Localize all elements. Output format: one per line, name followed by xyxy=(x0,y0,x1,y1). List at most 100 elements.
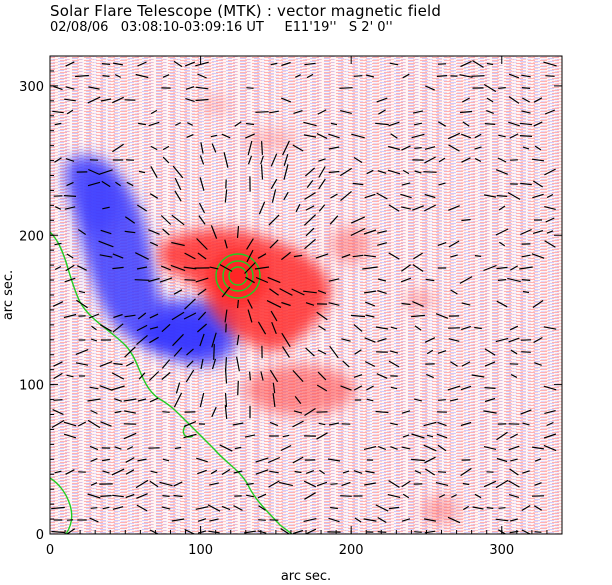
sunspot-contour-outer xyxy=(215,253,261,299)
field-vector xyxy=(272,382,276,394)
field-vector xyxy=(328,278,340,282)
field-vector xyxy=(496,457,508,463)
field-vector xyxy=(304,62,316,66)
field-vector xyxy=(450,289,458,295)
field-vector xyxy=(136,204,148,212)
field-vector xyxy=(414,531,422,533)
field-vector xyxy=(305,470,315,474)
field-vector xyxy=(498,241,506,247)
field-vector xyxy=(185,86,195,90)
field-vector xyxy=(159,481,173,487)
field-vector xyxy=(495,518,509,522)
y-tick-label: 0 xyxy=(36,528,44,543)
field-vector xyxy=(377,338,387,342)
field-vector xyxy=(269,110,279,114)
field-vector xyxy=(424,146,436,150)
field-vector xyxy=(317,290,327,294)
field-vector xyxy=(378,109,386,115)
field-vector xyxy=(509,468,519,476)
field-vector xyxy=(224,309,228,323)
field-vector xyxy=(54,157,62,163)
field-vector xyxy=(53,361,63,367)
field-vector xyxy=(99,169,113,175)
field-vector xyxy=(438,399,446,401)
field-vector xyxy=(292,420,304,428)
field-vector xyxy=(197,288,207,296)
field-vector xyxy=(423,171,437,173)
field-vector xyxy=(483,410,497,414)
field-vector xyxy=(52,301,64,307)
field-vector xyxy=(87,493,101,499)
field-vector xyxy=(211,143,217,153)
field-vector xyxy=(377,278,387,282)
field-vector xyxy=(52,409,64,415)
field-vector xyxy=(484,123,496,125)
field-vector xyxy=(293,410,303,414)
field-vector xyxy=(162,411,170,413)
field-vector xyxy=(114,410,122,414)
field-vector xyxy=(53,399,63,401)
field-vector xyxy=(124,314,136,318)
field-vector xyxy=(401,182,411,186)
field-vector xyxy=(113,313,123,319)
field-vector xyxy=(390,422,398,426)
field-vector xyxy=(508,121,520,127)
field-vector xyxy=(510,518,518,522)
field-vector xyxy=(149,397,159,403)
field-vector xyxy=(102,458,110,462)
field-vector xyxy=(149,193,159,199)
field-vector xyxy=(521,279,531,281)
field-vector xyxy=(544,168,556,176)
field-vector xyxy=(280,97,292,103)
field-vector xyxy=(484,361,496,367)
field-vector xyxy=(483,264,497,272)
field-vector xyxy=(507,277,521,283)
field-vector xyxy=(137,61,147,67)
field-vector xyxy=(136,324,148,332)
field-vector xyxy=(364,482,376,486)
field-vector xyxy=(270,178,278,190)
y-axis-label: arc sec. xyxy=(1,270,16,320)
field-vector xyxy=(377,531,387,533)
field-vector xyxy=(135,479,149,489)
field-vector xyxy=(534,362,542,366)
field-vector xyxy=(411,133,425,139)
field-vector xyxy=(543,61,557,67)
field-vector xyxy=(438,182,446,186)
field-vector xyxy=(281,251,291,261)
small-contour-loop xyxy=(182,424,194,438)
field-vector xyxy=(350,227,366,237)
field-vector xyxy=(224,405,228,419)
field-vector xyxy=(75,349,89,355)
field-vector xyxy=(363,446,377,450)
sunspot-contour-inner xyxy=(228,266,248,286)
field-vector xyxy=(486,62,494,66)
field-vector xyxy=(414,470,422,474)
field-vector xyxy=(112,323,124,333)
field-vector xyxy=(544,206,556,210)
field-vector xyxy=(246,87,254,89)
field-vector xyxy=(424,156,436,164)
field-vector xyxy=(402,73,410,79)
green-contours xyxy=(50,231,293,534)
field-vector xyxy=(185,369,195,383)
field-vector xyxy=(471,75,485,77)
field-vector xyxy=(100,98,112,102)
field-vector xyxy=(173,392,183,408)
field-vector xyxy=(364,254,376,258)
field-vector xyxy=(283,164,289,180)
field-vector xyxy=(341,481,351,487)
field-vector xyxy=(495,169,509,175)
field-vector xyxy=(353,156,363,164)
field-vector xyxy=(486,97,494,103)
field-vector xyxy=(183,421,197,427)
field-vector xyxy=(148,371,160,381)
field-vector xyxy=(484,397,496,403)
field-vector xyxy=(495,228,509,236)
field-vector xyxy=(521,110,531,114)
field-vector xyxy=(435,482,449,486)
field-vector xyxy=(64,206,76,210)
field-vector xyxy=(195,61,209,67)
field-vector xyxy=(186,348,194,356)
field-vector xyxy=(77,265,87,271)
